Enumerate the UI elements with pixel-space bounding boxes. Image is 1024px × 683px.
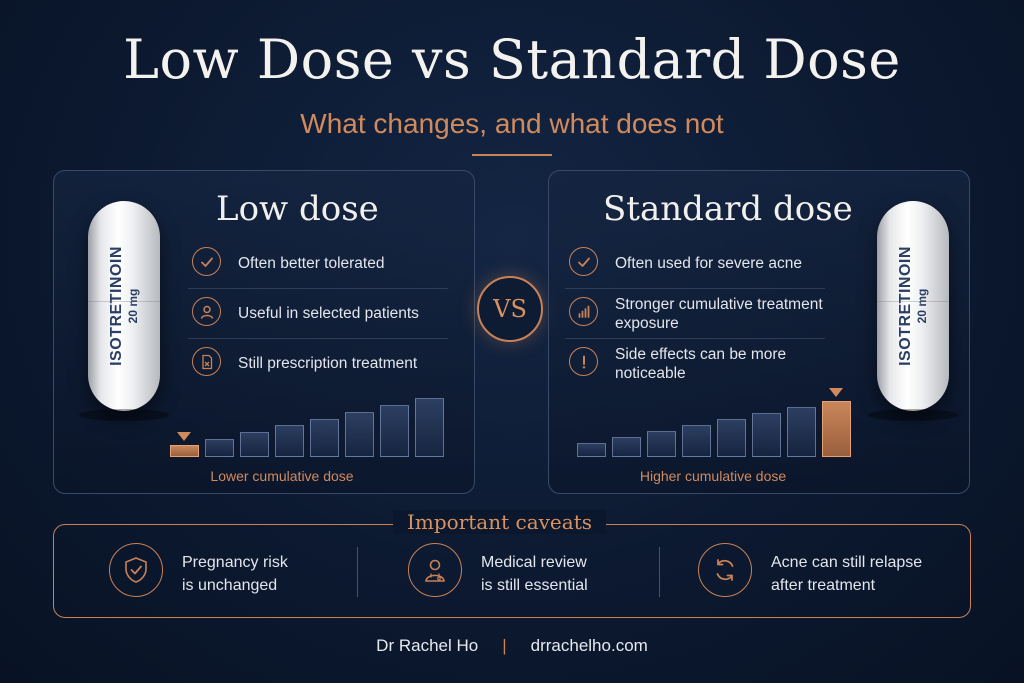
bar-marker-icon [177, 432, 191, 441]
caveat-line: Medical review [481, 554, 587, 571]
low-dose-panel: ISOTRETINOIN 20 mg Low dose Often better… [53, 170, 475, 494]
page-subtitle: What changes, and what does not [300, 108, 724, 139]
low-dose-heading: Low dose [216, 189, 379, 229]
footer-website: drrachelho.com [530, 636, 648, 655]
feature-text: Side effects can be more noticeable [615, 346, 787, 382]
caveat-line: Pregnancy risk [182, 554, 288, 571]
feature-item: Stronger cumulative treatment exposure [565, 289, 825, 339]
feature-item: Often better tolerated [188, 239, 448, 289]
bar [647, 431, 676, 457]
bar [752, 413, 781, 457]
person-icon [192, 297, 221, 326]
check-icon [569, 247, 598, 276]
highlighted-bar [822, 401, 851, 457]
capsule-shadow [868, 409, 958, 421]
caveat-item: Medical review is still essential [408, 543, 688, 601]
bar-chart-icon [569, 297, 598, 326]
page-title: Low Dose vs Standard Dose [123, 28, 901, 91]
prescription-icon [192, 347, 221, 376]
low-dose-caption: Lower cumulative dose [210, 468, 354, 484]
capsule-label: ISOTRETINOIN 20 mg [108, 246, 140, 366]
feature-text: Still prescription treatment [238, 355, 418, 372]
standard-dose-bar-graphic [577, 388, 857, 457]
check-icon [192, 247, 221, 276]
shield-check-icon [109, 543, 163, 597]
capsule-shadow [79, 409, 169, 421]
feature-item: Side effects can be more noticeable [565, 339, 825, 388]
standard-dose-caption: Higher cumulative dose [639, 468, 787, 484]
bar [380, 405, 409, 457]
bar [345, 412, 374, 457]
caveat-text: Acne can still relapse after treatment [771, 551, 922, 597]
title-divider [472, 154, 552, 156]
feature-text: Often used for severe acne [615, 255, 802, 272]
caveat-line: is unchanged [182, 577, 278, 594]
capsule-image: ISOTRETINOIN 20 mg [88, 201, 160, 411]
bar-marker-icon [829, 388, 843, 397]
exclamation-icon [569, 347, 598, 376]
bar [717, 419, 746, 457]
capsule-image: ISOTRETINOIN 20 mg [877, 201, 949, 411]
caveats-box: Pregnancy risk is unchanged Medical revi… [53, 524, 971, 618]
feature-item: Still prescription treatment [188, 339, 448, 388]
caveat-line: Acne can still relapse [771, 554, 923, 571]
caveat-text: Pregnancy risk is unchanged [182, 551, 288, 597]
caveat-text: Medical review is still essential [481, 551, 588, 597]
standard-dose-heading: Standard dose [603, 189, 853, 229]
footer-author: Dr Rachel Ho [376, 636, 479, 655]
caveat-item: Pregnancy risk is unchanged [109, 543, 389, 601]
caveat-item: Acne can still relapse after treatment [698, 543, 978, 601]
caveats-title: Important caveats [393, 510, 606, 534]
low-dose-feature-list: Often better tolerated Useful in selecte… [188, 239, 448, 388]
bar [275, 425, 304, 457]
bar [310, 419, 339, 457]
caveat-line: after treatment [771, 577, 876, 594]
refresh-icon [698, 543, 752, 597]
capsule-dose: 20 mg [126, 288, 140, 324]
feature-text: Useful in selected patients [238, 305, 419, 322]
capsule-dose: 20 mg [915, 288, 929, 324]
capsule-drug-name: ISOTRETINOIN [897, 246, 914, 366]
bar [577, 443, 606, 457]
doctor-icon [408, 543, 462, 597]
bar [787, 407, 816, 457]
capsule-label: ISOTRETINOIN 20 mg [897, 246, 929, 366]
bar [205, 439, 234, 457]
capsule-drug-name: ISOTRETINOIN [108, 246, 125, 366]
standard-dose-panel: ISOTRETINOIN 20 mg Standard dose Often u… [548, 170, 970, 494]
standard-dose-feature-list: Often used for severe acne Stronger cumu… [565, 239, 825, 388]
bar [682, 425, 711, 457]
bar [415, 398, 444, 457]
feature-item: Useful in selected patients [188, 289, 448, 339]
feature-text: Stronger cumulative treatment exposure [615, 296, 823, 332]
footer-separator: | [502, 636, 507, 655]
bar [612, 437, 641, 457]
caveat-divider [659, 547, 660, 597]
feature-item: Often used for severe acne [565, 239, 825, 289]
caveat-line: is still essential [481, 577, 588, 594]
caveat-divider [357, 547, 358, 597]
bar [240, 432, 269, 457]
feature-text: Often better tolerated [238, 255, 385, 272]
highlighted-bar [170, 445, 199, 457]
footer: Dr Rachel Ho | drrachelho.com [0, 636, 1024, 656]
low-dose-bar-graphic [170, 393, 450, 457]
vs-badge: VS [477, 276, 543, 342]
